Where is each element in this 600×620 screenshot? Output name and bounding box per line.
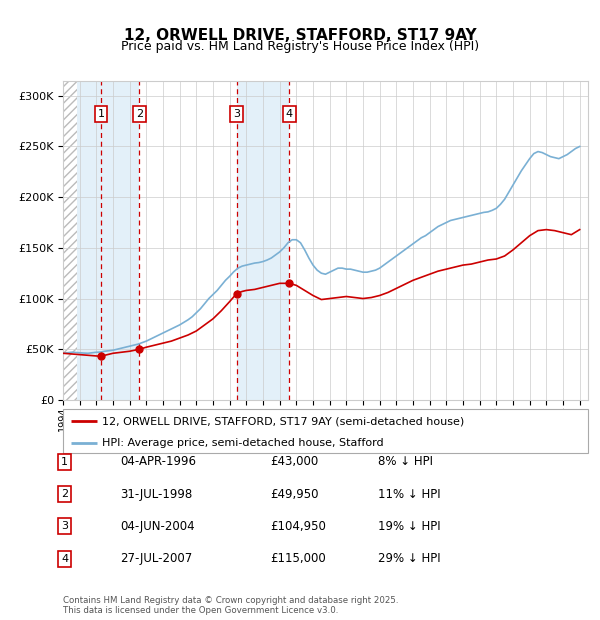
- Text: 31-JUL-1998: 31-JUL-1998: [120, 488, 192, 500]
- Text: 12, ORWELL DRIVE, STAFFORD, ST17 9AY: 12, ORWELL DRIVE, STAFFORD, ST17 9AY: [124, 28, 476, 43]
- Text: 4: 4: [61, 554, 68, 564]
- Text: 29% ↓ HPI: 29% ↓ HPI: [378, 552, 440, 565]
- Text: 04-JUN-2004: 04-JUN-2004: [120, 520, 194, 533]
- Text: 19% ↓ HPI: 19% ↓ HPI: [378, 520, 440, 533]
- Bar: [236, 81, 289, 400]
- Text: 12, ORWELL DRIVE, STAFFORD, ST17 9AY (semi-detached house): 12, ORWELL DRIVE, STAFFORD, ST17 9AY (se…: [103, 417, 464, 427]
- Text: Price paid vs. HM Land Registry's House Price Index (HPI): Price paid vs. HM Land Registry's House …: [121, 40, 479, 53]
- Text: 8% ↓ HPI: 8% ↓ HPI: [378, 456, 433, 468]
- Text: £115,000: £115,000: [270, 552, 326, 565]
- Text: £104,950: £104,950: [270, 520, 326, 533]
- Text: 1: 1: [61, 457, 68, 467]
- Text: Contains HM Land Registry data © Crown copyright and database right 2025.
This d: Contains HM Land Registry data © Crown c…: [63, 596, 398, 615]
- Text: 11% ↓ HPI: 11% ↓ HPI: [378, 488, 440, 500]
- Text: £49,950: £49,950: [270, 488, 319, 500]
- Text: 3: 3: [233, 109, 240, 119]
- Text: 2: 2: [61, 489, 68, 499]
- Text: 3: 3: [61, 521, 68, 531]
- Bar: [77, 81, 139, 400]
- Text: HPI: Average price, semi-detached house, Stafford: HPI: Average price, semi-detached house,…: [103, 438, 384, 448]
- Text: 1: 1: [97, 109, 104, 119]
- Text: 4: 4: [286, 109, 293, 119]
- Text: 27-JUL-2007: 27-JUL-2007: [120, 552, 192, 565]
- Text: £43,000: £43,000: [270, 456, 318, 468]
- Bar: [63, 81, 77, 400]
- Text: 04-APR-1996: 04-APR-1996: [120, 456, 196, 468]
- Text: 2: 2: [136, 109, 143, 119]
- FancyBboxPatch shape: [63, 409, 588, 453]
